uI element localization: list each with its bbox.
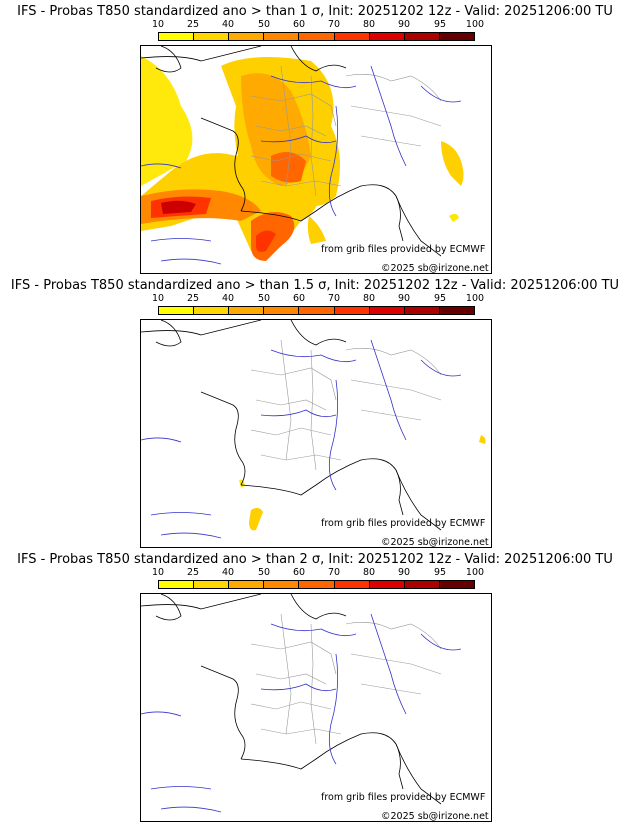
tick-label: 40 <box>221 567 235 578</box>
tick-label: 25 <box>186 293 200 304</box>
tick-label: 70 <box>327 19 341 30</box>
probability-map: from grib files provided by ECMWF ©2025 … <box>140 45 492 274</box>
tick-label: 100 <box>465 293 485 304</box>
colorbar-segment <box>404 581 440 588</box>
credit-text: from grib files provided by ECMWF <box>321 518 485 529</box>
coastlines <box>141 320 442 531</box>
tick-label: 10 <box>151 567 165 578</box>
rivers <box>141 339 462 539</box>
colorbar <box>158 306 475 315</box>
tick-label: 50 <box>257 567 271 578</box>
tick-label: 90 <box>397 293 411 304</box>
panel-title: IFS - Probas T850 standardized ano > tha… <box>17 552 613 567</box>
tick-label: 90 <box>397 19 411 30</box>
tick-label: 50 <box>257 293 271 304</box>
colorbar-segment <box>369 307 405 314</box>
tick-label: 95 <box>433 19 447 30</box>
map-graphic: from grib files provided by ECMWF ©2025 … <box>141 46 489 274</box>
probability-fill <box>141 56 464 261</box>
admin-borders <box>250 339 442 471</box>
colorbar-segment <box>299 581 335 588</box>
admin-borders <box>250 613 442 745</box>
colorbar-ticks: 10 25 40 50 60 70 80 90 95 100 <box>0 19 630 31</box>
tick-label: 60 <box>292 19 306 30</box>
tick-label: 40 <box>221 293 235 304</box>
colorbar-segment <box>159 33 195 40</box>
colorbar-segment <box>229 33 265 40</box>
map-graphic: from grib files provided by ECMWF ©2025 … <box>141 320 489 548</box>
tick-label: 60 <box>292 567 306 578</box>
colorbar-segment <box>229 307 265 314</box>
credit-text: from grib files provided by ECMWF <box>321 244 485 255</box>
tick-label: 70 <box>327 567 341 578</box>
tick-label: 10 <box>151 293 165 304</box>
tick-label: 60 <box>292 293 306 304</box>
panel-title: IFS - Probas T850 standardized ano > tha… <box>10 278 620 293</box>
coastlines <box>141 594 442 805</box>
panel-2: IFS - Probas T850 standardized ano > tha… <box>0 274 630 548</box>
copyright-text: ©2025 sb@irizone.net <box>381 811 489 822</box>
panel-3: IFS - Probas T850 standardized ano > tha… <box>0 548 630 822</box>
tick-label: 95 <box>433 567 447 578</box>
tick-label: 25 <box>186 19 200 30</box>
colorbar-segment <box>334 307 370 314</box>
copyright-text: ©2025 sb@irizone.net <box>381 263 489 274</box>
rivers <box>141 613 462 813</box>
tick-label: 100 <box>465 19 485 30</box>
colorbar <box>158 32 475 41</box>
coastlines <box>141 46 442 257</box>
tick-label: 70 <box>327 293 341 304</box>
tick-label: 80 <box>362 19 376 30</box>
colorbar-segment <box>229 581 265 588</box>
tick-label: 90 <box>397 567 411 578</box>
tick-label: 40 <box>221 19 235 30</box>
colorbar-segment <box>334 33 370 40</box>
colorbar-segment <box>404 33 440 40</box>
rivers <box>141 65 462 265</box>
admin-borders <box>250 65 442 197</box>
tick-label: 100 <box>465 567 485 578</box>
colorbar-segment <box>299 33 335 40</box>
copyright-text: ©2025 sb@irizone.net <box>381 537 489 548</box>
probability-map: from grib files provided by ECMWF ©2025 … <box>140 319 492 548</box>
colorbar-segment <box>369 581 405 588</box>
colorbar-segment <box>194 307 230 314</box>
colorbar-segment <box>439 33 474 40</box>
colorbar-segment <box>194 581 230 588</box>
tick-label: 50 <box>257 19 271 30</box>
colorbar-segment <box>369 33 405 40</box>
tick-label: 95 <box>433 293 447 304</box>
colorbar-ticks: 10 25 40 50 60 70 80 90 95 100 <box>0 567 630 579</box>
tick-label: 25 <box>186 567 200 578</box>
colorbar-segment <box>264 33 300 40</box>
colorbar-segment <box>404 307 440 314</box>
tick-label: 80 <box>362 293 376 304</box>
credit-text: from grib files provided by ECMWF <box>321 792 485 803</box>
map-graphic: from grib files provided by ECMWF ©2025 … <box>141 594 489 822</box>
colorbar-segment <box>264 581 300 588</box>
colorbar-segment <box>159 307 195 314</box>
colorbar-ticks: 10 25 40 50 60 70 80 90 95 100 <box>0 293 630 305</box>
colorbar-segment <box>334 581 370 588</box>
probability-map: from grib files provided by ECMWF ©2025 … <box>140 593 492 822</box>
probability-fill <box>239 435 486 531</box>
panel-title: IFS - Probas T850 standardized ano > tha… <box>17 4 613 19</box>
tick-label: 80 <box>362 567 376 578</box>
colorbar <box>158 580 475 589</box>
colorbar-segment <box>439 581 474 588</box>
colorbar-segment <box>299 307 335 314</box>
panel-1: IFS - Probas T850 standardized ano > tha… <box>0 0 630 274</box>
colorbar-segment <box>159 581 195 588</box>
colorbar-segment <box>439 307 474 314</box>
tick-label: 10 <box>151 19 165 30</box>
colorbar-segment <box>264 307 300 314</box>
colorbar-segment <box>194 33 230 40</box>
